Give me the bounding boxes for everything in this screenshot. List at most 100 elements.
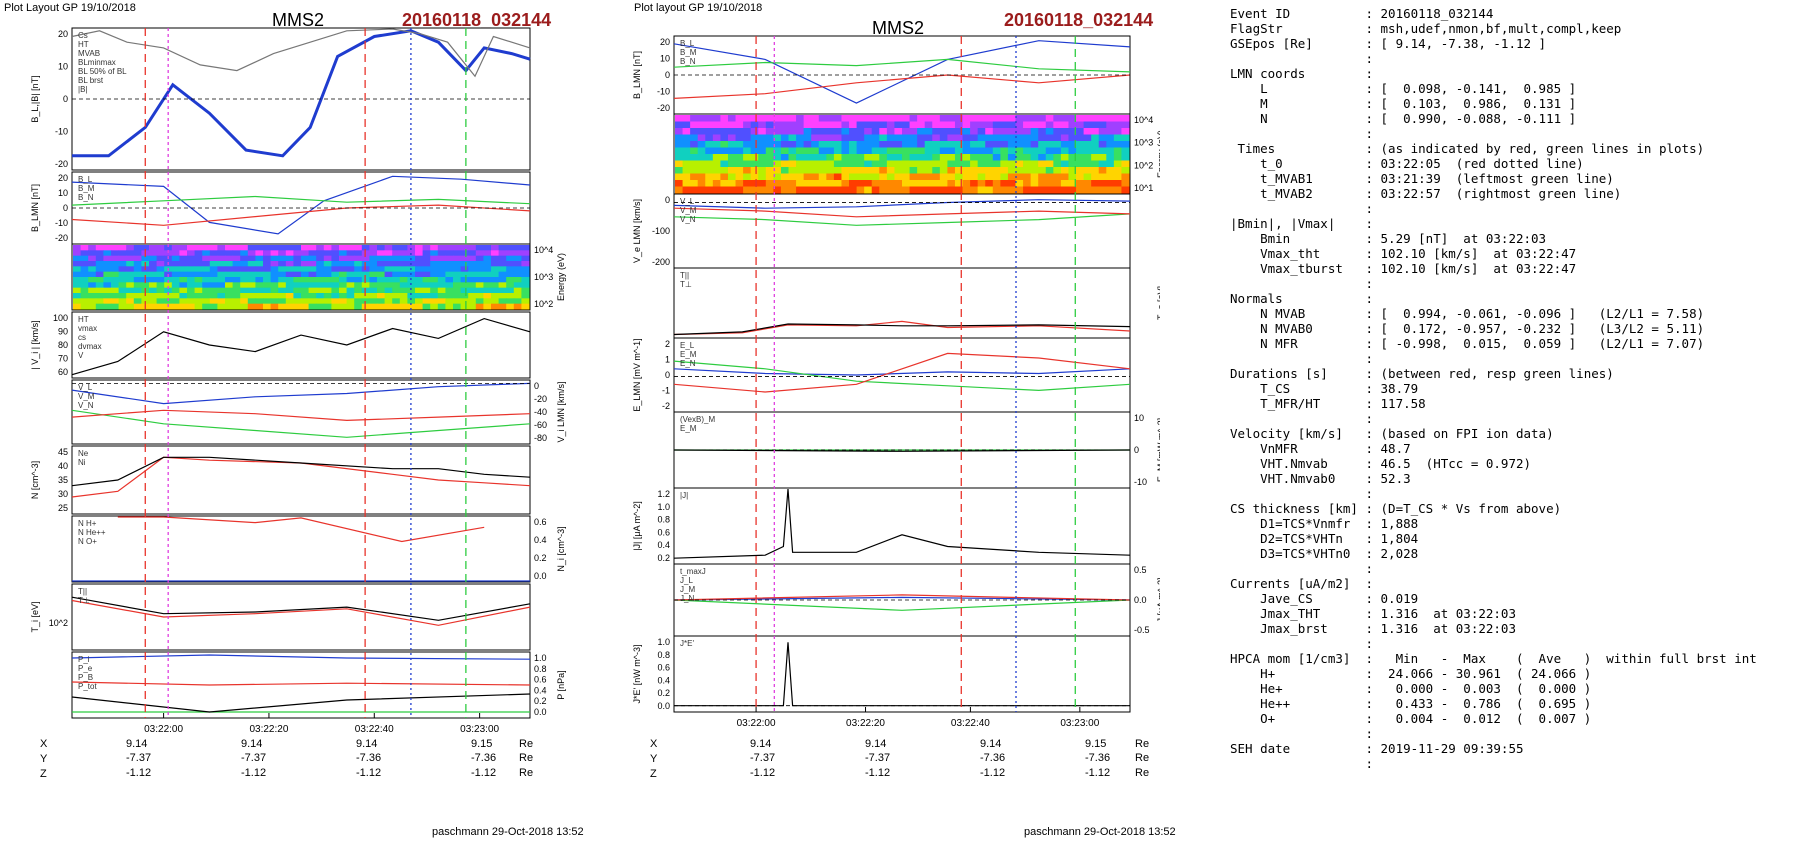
series-line <box>673 360 1131 392</box>
axis-label: V_e LMN [km/s] <box>632 199 642 263</box>
heatmap-cell <box>156 271 165 278</box>
heatmap-cell <box>111 282 120 289</box>
heatmap-cell <box>156 255 165 262</box>
heatmap-cell <box>811 186 820 194</box>
heatmap-cell <box>194 245 203 251</box>
heatmap-cell <box>1045 115 1054 122</box>
heatmap-cell <box>947 167 956 174</box>
heatmap-cell <box>430 277 439 283</box>
tick-label: 100 <box>53 313 68 323</box>
heatmap-cell <box>392 250 401 257</box>
heatmap-cell <box>682 147 691 155</box>
heatmap-cell <box>513 250 522 257</box>
heatmap-cell <box>705 128 714 135</box>
heatmap-cell <box>156 245 165 251</box>
time-tick-label: 03:22:20 <box>249 724 288 735</box>
heatmap-cell <box>992 167 1001 174</box>
heatmap-cell <box>879 180 888 187</box>
heatmap-cell <box>323 250 332 257</box>
heatmap-cell <box>743 141 752 148</box>
heatmap-cell <box>202 298 211 305</box>
heatmap-cell <box>712 115 721 122</box>
heatmap-cell <box>422 271 431 278</box>
heatmap-cell <box>780 186 789 194</box>
heatmap-cell <box>1038 128 1047 135</box>
heatmap-cell <box>992 147 1001 155</box>
heatmap-cell <box>1091 186 1100 194</box>
heatmap-cell <box>796 115 805 122</box>
heatmap-cell <box>735 167 744 174</box>
heatmap-cell <box>80 255 89 262</box>
summary-line: : <box>1230 351 1373 366</box>
heatmap-cell <box>947 154 956 161</box>
heatmap-cell <box>750 180 759 187</box>
heatmap-cell <box>894 121 903 129</box>
heatmap-cell <box>339 293 348 299</box>
heatmap-cell <box>1068 147 1077 155</box>
heatmap-cell <box>1038 173 1047 181</box>
heatmap-cell <box>133 255 142 262</box>
heatmap-cell <box>346 298 355 305</box>
heatmap-cell <box>346 261 355 267</box>
tick-label: 0.5 <box>1134 565 1147 575</box>
heatmap-cell <box>156 277 165 283</box>
heatmap-cell <box>939 121 948 129</box>
heatmap-cell <box>1023 186 1032 194</box>
series-line <box>71 654 531 660</box>
legend-label: B_N <box>680 57 696 66</box>
heatmap-cell <box>278 250 287 257</box>
tick-label: -40 <box>534 407 547 417</box>
heatmap-cell <box>675 128 684 135</box>
tick-label: 0.4 <box>657 540 670 550</box>
heatmap-cell <box>225 266 234 273</box>
heatmap-cell <box>1007 154 1016 161</box>
heatmap-cell <box>864 173 873 181</box>
heatmap-cell <box>126 293 135 299</box>
tick-label: 0.6 <box>657 527 670 537</box>
heatmap-cell <box>690 180 699 187</box>
heatmap-cell <box>1091 160 1100 168</box>
heatmap-cell <box>80 303 89 310</box>
heatmap-cell <box>118 303 127 310</box>
heatmap-cell <box>164 282 173 289</box>
heatmap-cell <box>209 287 218 294</box>
heatmap-cell <box>947 147 956 155</box>
heatmap-cell <box>445 271 454 278</box>
heatmap-cell <box>491 293 500 299</box>
heatmap-cell <box>126 282 135 289</box>
heatmap-cell <box>179 287 188 294</box>
legend-label: B_L <box>78 175 93 184</box>
table-cell: 9.14 <box>126 738 148 750</box>
heatmap-cell <box>917 128 926 135</box>
heatmap-cell <box>202 261 211 267</box>
heatmap-cell <box>1113 134 1122 142</box>
heatmap-cell <box>1068 167 1077 174</box>
heatmap-cell <box>475 250 484 257</box>
tick-label: 0.0 <box>534 707 547 717</box>
heatmap-cell <box>864 134 873 142</box>
heatmap-cell <box>384 261 393 267</box>
heatmap-cell <box>217 255 226 262</box>
heatmap-cell <box>735 186 744 194</box>
heatmap-cell <box>705 141 714 148</box>
heatmap-cell <box>331 277 340 283</box>
heatmap-cell <box>308 287 317 294</box>
heatmap-cell <box>278 298 287 305</box>
heatmap-cell <box>727 167 737 174</box>
heatmap-cell <box>1038 160 1047 168</box>
heatmap-cell <box>675 186 684 194</box>
heatmap-cell <box>977 134 986 142</box>
heatmap-cell <box>1076 180 1085 187</box>
heatmap-cell <box>171 245 180 251</box>
tick-label: 10 <box>660 54 670 64</box>
heatmap-cell <box>255 245 264 251</box>
heatmap-cell <box>720 147 729 155</box>
heatmap-cell <box>255 282 264 289</box>
summary-line: N MFR : [ -0.998, 0.015, 0.059 ] (L2/L1 … <box>1230 336 1705 351</box>
legend-label: t_maxJ <box>680 567 706 576</box>
heatmap-cell <box>141 282 150 289</box>
heatmap-cell <box>977 173 986 181</box>
heatmap-cell <box>179 250 188 257</box>
tick-label: 2 <box>665 339 670 349</box>
tick-label: 10^2 <box>1134 160 1153 170</box>
